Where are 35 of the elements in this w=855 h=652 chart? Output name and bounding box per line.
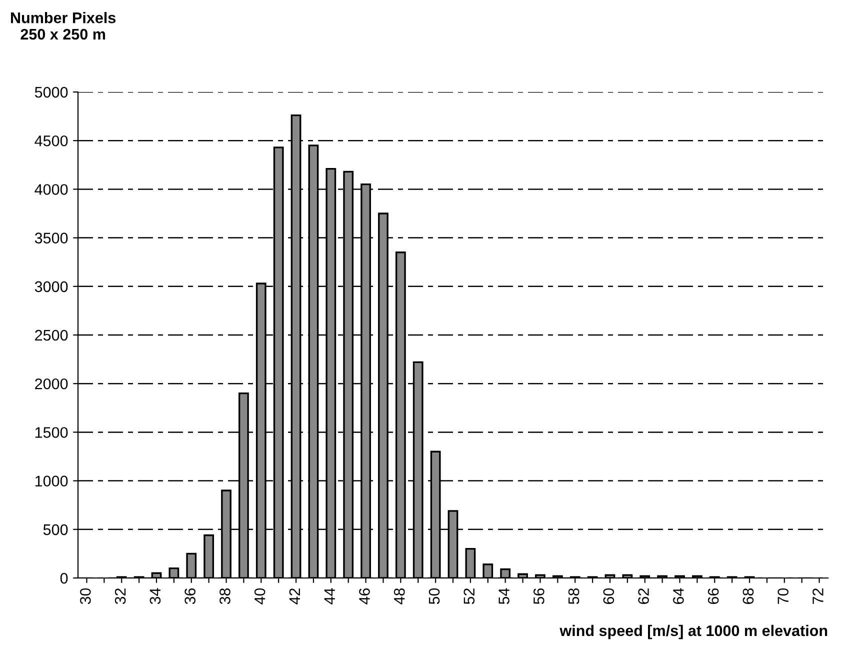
y-tick-label: 0 [60, 572, 68, 584]
y-tick-label: 1000 [35, 476, 68, 486]
x-tick-label: 66 [708, 588, 719, 604]
x-tick-label: 62 [638, 588, 649, 604]
x-tick-label: 68 [742, 588, 754, 604]
x-tick-label: 32 [114, 588, 126, 604]
y-tick-label: 4000 [34, 184, 68, 195]
x-tick-label: 46 [359, 588, 370, 604]
x-tick-label: 44 [324, 588, 335, 604]
x-tick-label: 50 [428, 588, 440, 604]
x-tick-label: 52 [464, 588, 475, 604]
x-tick-label: 70 [778, 588, 788, 604]
y-tick-label: 2500 [35, 330, 68, 341]
y-tick-label: 1500 [35, 427, 68, 438]
y-tick-label: 2000 [35, 378, 68, 390]
y-tick-label: 3500 [34, 232, 68, 244]
y-tick-label: 4500 [34, 135, 68, 146]
x-tick-label: 64 [673, 588, 684, 604]
y-axis-title: Number Pixels 250 x 250 m [11, 12, 116, 40]
x-tick-label: 38 [220, 588, 230, 604]
x-tick-label: 58 [568, 588, 580, 604]
y-tick-label: 500 [43, 524, 68, 536]
x-tick-label: 60 [603, 588, 614, 604]
x-tick-label: 40 [254, 588, 266, 604]
y-tick-label: 3000 [34, 281, 68, 292]
y-tick-label: 5000 [34, 86, 68, 98]
x-axis-title: wind speed [m/s] at 1000 m elevation [560, 624, 828, 640]
x-tick-label: 36 [184, 588, 196, 604]
x-tick-label: 54 [498, 588, 510, 604]
x-tick-label: 42 [289, 588, 300, 604]
x-tick-label: 56 [533, 588, 544, 604]
x-tick-label: 48 [394, 588, 405, 604]
x-tick-label: 72 [812, 588, 824, 604]
x-tick-label: 34 [150, 588, 161, 604]
x-tick-label: 30 [80, 588, 91, 604]
